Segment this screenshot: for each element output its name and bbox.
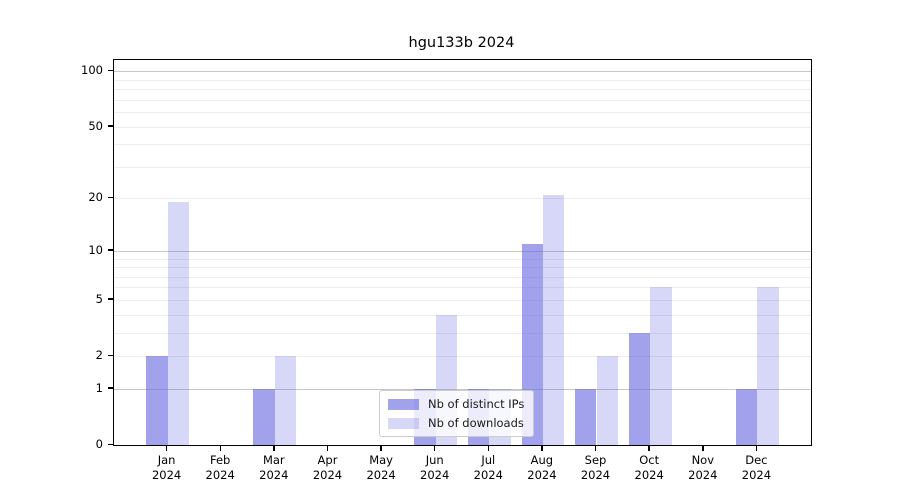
gridline	[114, 79, 811, 81]
bar-downloads-dec	[757, 287, 779, 445]
x-tick-mark	[165, 445, 168, 451]
legend-item: Nb of distinct IPs	[388, 397, 524, 411]
legend-swatch-icon	[388, 398, 419, 410]
y-tick-mark	[108, 69, 113, 72]
x-tick-mark	[702, 445, 704, 451]
x-tick-mark	[433, 445, 436, 451]
x-tick-label: Nov 2024	[688, 453, 718, 482]
x-tick-mark	[380, 445, 382, 451]
y-tick-mark	[108, 298, 113, 300]
gridline	[114, 144, 811, 146]
x-tick-label: Sep 2024	[580, 453, 611, 482]
x-tick-label: Oct 2024	[634, 453, 664, 482]
gridline	[114, 166, 811, 168]
bar-distinct-ips-oct	[628, 332, 651, 445]
x-tick-mark	[541, 445, 543, 451]
gridline	[114, 388, 811, 390]
y-tick-mark	[108, 196, 113, 199]
x-tick-mark	[648, 445, 650, 451]
x-tick-mark	[487, 445, 490, 451]
y-tick-label: 1	[95, 380, 103, 395]
x-tick-label: Jun 2024	[420, 453, 450, 482]
chart-title: hgu133b 2024	[408, 35, 515, 51]
y-tick-label: 2	[95, 348, 103, 362]
x-tick-label: Mar 2024	[259, 453, 289, 482]
gridline	[114, 71, 811, 73]
legend-label: Nb of distinct IPs	[428, 397, 525, 411]
y-tick-mark	[108, 249, 113, 251]
gridline	[114, 250, 811, 252]
gridline	[114, 198, 811, 200]
bar-downloads-jan	[167, 202, 189, 445]
plot-area: Nb of distinct IPs Nb of downloads	[113, 59, 812, 446]
y-tick-label: 20	[88, 190, 103, 205]
x-tick-label: May 2024	[366, 453, 396, 482]
legend-item: Nb of downloads	[388, 416, 524, 430]
x-tick-label: Jul 2024	[473, 453, 503, 482]
gridline	[114, 276, 811, 278]
bar-downloads-oct	[650, 287, 672, 445]
bar-downloads-aug	[542, 194, 565, 445]
bar-distinct-ips-jan	[146, 356, 168, 445]
x-tick-label: Aug 2024	[527, 453, 557, 482]
bar-distinct-ips-dec	[735, 388, 758, 445]
y-tick-mark	[108, 443, 113, 445]
x-tick-label: Apr 2024	[312, 453, 343, 482]
gridline	[114, 99, 811, 101]
x-tick-mark	[594, 445, 597, 451]
legend-label: Nb of downloads	[428, 416, 524, 430]
y-tick-label: 5	[95, 291, 103, 306]
bar-downloads-mar	[274, 356, 297, 445]
x-tick-label: Jan 2024	[151, 453, 182, 482]
gridline	[114, 332, 811, 334]
x-tick-mark	[326, 445, 329, 451]
gridline	[114, 299, 811, 301]
y-tick-label: 0	[95, 437, 103, 451]
gridline	[114, 314, 811, 316]
y-tick-label: 10	[88, 242, 103, 257]
x-tick-label: Feb 2024	[205, 453, 235, 482]
x-tick-mark	[273, 445, 275, 451]
y-tick-mark	[108, 387, 113, 389]
x-tick-mark	[755, 445, 758, 451]
gridline	[114, 126, 811, 128]
gridline	[114, 258, 811, 260]
gridline	[114, 356, 811, 357]
bar-distinct-ips-mar	[253, 388, 275, 445]
gridline	[114, 267, 811, 268]
x-tick-mark	[219, 445, 221, 451]
bar-distinct-ips-sep	[575, 388, 597, 445]
gridline	[114, 89, 811, 90]
x-tick-label: Dec 2024	[741, 453, 772, 482]
y-tick-mark	[108, 354, 113, 356]
bar-downloads-sep	[596, 356, 618, 445]
y-tick-label: 50	[88, 118, 103, 133]
legend: Nb of distinct IPs Nb of downloads	[379, 390, 535, 437]
gridline	[114, 112, 811, 113]
legend-swatch-icon	[388, 417, 419, 429]
y-tick-mark	[108, 125, 113, 127]
gridline	[114, 287, 811, 289]
y-tick-label: 100	[81, 63, 103, 78]
